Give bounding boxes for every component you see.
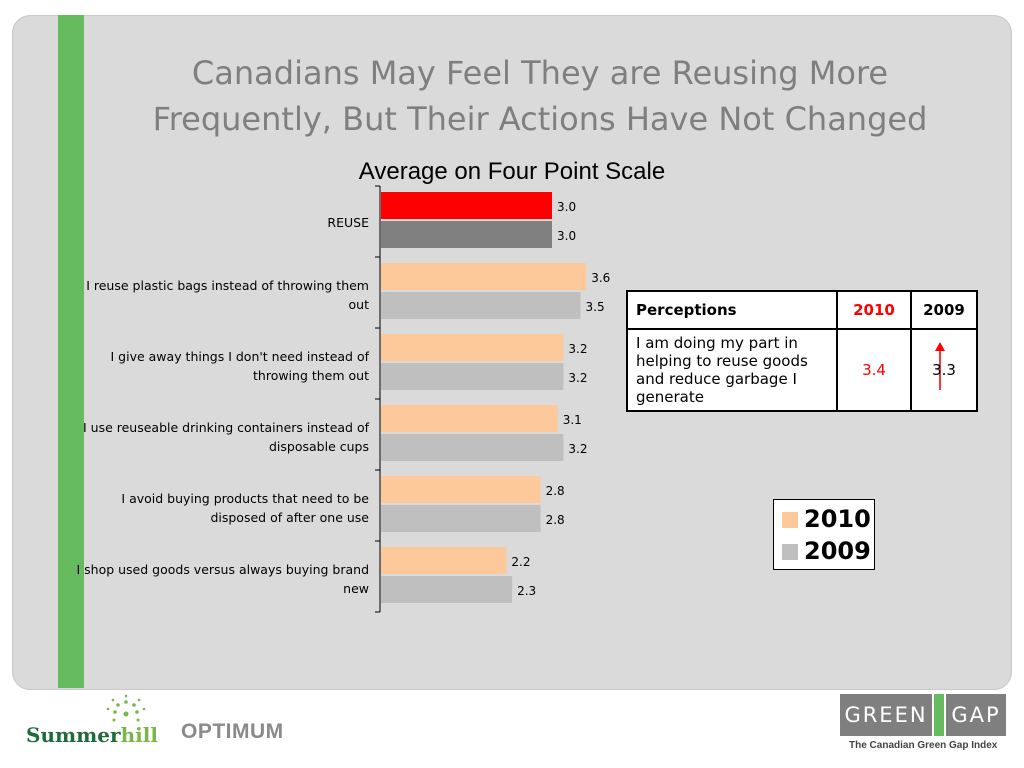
bar-2009-5 [381, 576, 513, 603]
bar-2010-4 [381, 476, 541, 503]
legend-label-2009: 2009 [804, 537, 871, 565]
data-label-2010-0: 3.0 [557, 200, 576, 214]
category-label-5-line-0: I shop used goods versus always buying b… [76, 562, 369, 577]
greengap-logo-bar [934, 694, 944, 736]
title-line-1: Canadians May Feel They are Reusing More [191, 54, 889, 92]
perception-value-2009-cell: 3.3 [910, 328, 978, 412]
greengap-logo-green: GREEN [840, 694, 932, 736]
title-line-2: Frequently, But Their Actions Have Not C… [152, 100, 928, 138]
legend-item-2010: 2010 [782, 504, 871, 534]
bar-2010-1 [381, 263, 587, 290]
bar-2010-5 [381, 547, 507, 574]
legend-item-2009: 2009 [782, 536, 871, 566]
data-label-2010-5: 2.2 [511, 555, 530, 569]
summerhill-logo-part1: Summer [26, 723, 121, 747]
header-2009: 2009 [910, 290, 978, 330]
up-arrow-icon [935, 342, 945, 390]
bar-2009-3 [381, 434, 564, 461]
header-perceptions: Perceptions [626, 290, 838, 330]
category-label-4-line-0: I avoid buying products that need to be [121, 491, 369, 506]
perceptions-table: Perceptions 2010 2009 I am doing my part… [626, 290, 978, 412]
category-label-3-line-1: disposable cups [269, 439, 369, 454]
bar-2009-0 [381, 221, 552, 248]
category-label-2-line-1: throwing them out [253, 368, 369, 383]
summerhill-sunburst-icon [106, 694, 146, 722]
bar-2009-2 [381, 363, 564, 390]
perception-value-2010: 3.4 [836, 328, 912, 412]
bar-2010-0 [381, 192, 552, 219]
perception-statement: I am doing my part in helping to reuse g… [626, 328, 838, 412]
bar-2010-3 [381, 405, 558, 432]
accent-stripe [58, 15, 84, 688]
data-label-2009-1: 3.5 [586, 300, 605, 314]
chart-title: Average on Four Point Scale [358, 158, 666, 185]
category-label-5-line-1: new [343, 581, 369, 596]
data-label-2009-2: 3.2 [568, 371, 587, 385]
legend-swatch-2009 [782, 544, 798, 560]
legend-label-2010: 2010 [804, 505, 871, 533]
greengap-logo-gap: GAP [946, 694, 1006, 736]
header-2010: 2010 [836, 290, 912, 330]
greengap-tagline: The Canadian Green Gap Index [849, 740, 998, 751]
category-label-1-line-0: I reuse plastic bags instead of throwing… [86, 278, 369, 293]
legend-swatch-2010 [782, 512, 798, 528]
perception-value-2009: 3.3 [932, 361, 956, 379]
table-row: I am doing my part in helping to reuse g… [626, 328, 978, 412]
category-label-2-line-0: I give away things I don't need instead … [111, 349, 370, 364]
data-label-2010-1: 3.6 [591, 271, 610, 285]
bar-2009-1 [381, 292, 581, 319]
table-header-row: Perceptions 2010 2009 [626, 290, 978, 330]
summerhill-logo-part2: hill [120, 723, 158, 747]
category-label-4-line-1: disposed of after one use [210, 510, 369, 525]
data-label-2010-4: 2.8 [546, 484, 565, 498]
data-label-2009-5: 2.3 [517, 584, 536, 598]
bar-2009-4 [381, 505, 541, 532]
bar-2010-2 [381, 334, 564, 361]
summerhill-logo: Summerhill [26, 723, 158, 747]
data-label-2009-3: 3.2 [568, 442, 587, 456]
data-label-2010-2: 3.2 [568, 342, 587, 356]
chart-legend: 2010 2009 [773, 499, 875, 570]
greengap-logo: GREEN GAP [840, 694, 1006, 736]
category-label-1-line-1: out [349, 297, 370, 312]
category-label-0-line-0: REUSE [327, 215, 369, 230]
optimum-logo: OPTIMUM [181, 720, 284, 743]
data-label-2009-4: 2.8 [546, 513, 565, 527]
data-label-2009-0: 3.0 [557, 229, 576, 243]
data-label-2010-3: 3.1 [563, 413, 582, 427]
category-label-3-line-0: I use reuseable drinking containers inst… [83, 420, 370, 435]
slide-title: Canadians May Feel They are Reusing More… [100, 50, 980, 142]
